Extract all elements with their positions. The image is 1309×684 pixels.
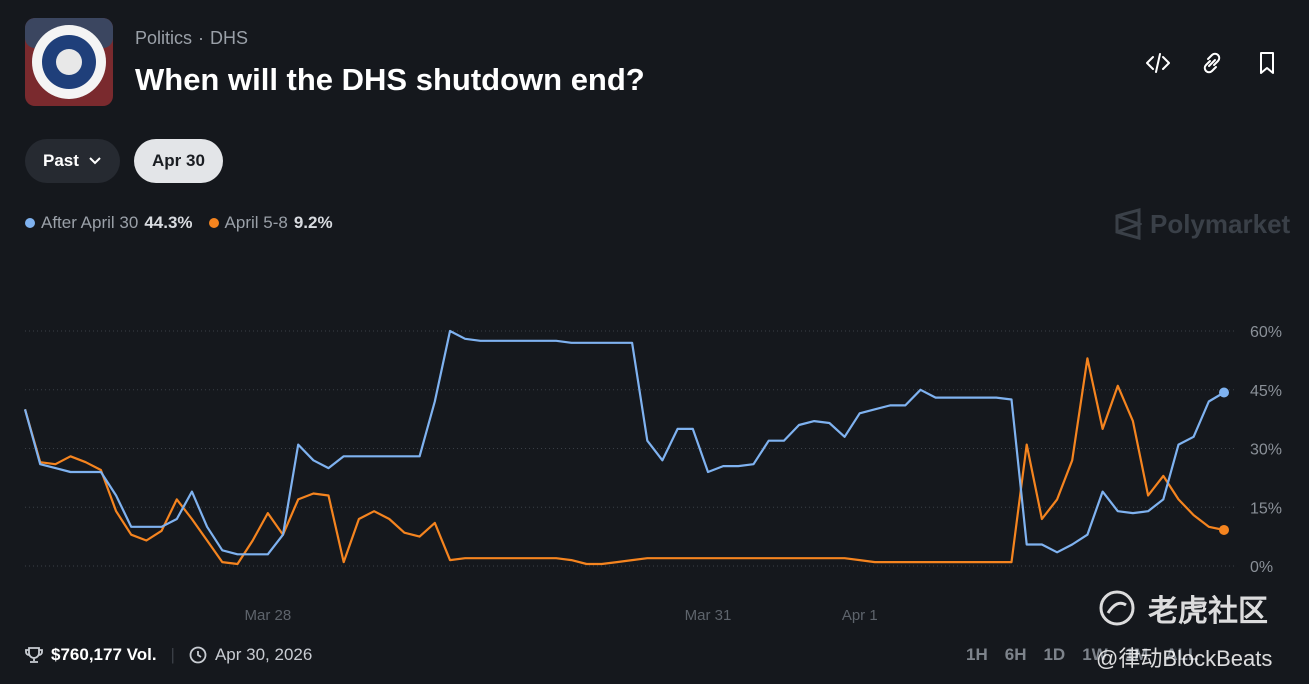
legend-name: After April 30 bbox=[41, 213, 139, 232]
range-button[interactable]: 1M bbox=[1124, 645, 1149, 664]
toolbar bbox=[1146, 52, 1274, 74]
volume: $760,177 Vol. bbox=[51, 645, 157, 664]
market-icon bbox=[25, 18, 113, 106]
range-button[interactable]: 1D bbox=[1043, 645, 1066, 664]
legend-item: After April 30 44.3% bbox=[25, 213, 193, 233]
bookmark-button[interactable] bbox=[1260, 52, 1274, 74]
tag-link[interactable]: DHS bbox=[210, 28, 249, 48]
end-point bbox=[1219, 387, 1229, 398]
legend-swatch bbox=[25, 218, 35, 228]
range-button[interactable]: 6H bbox=[1004, 645, 1027, 664]
series-line bbox=[23, 329, 1225, 556]
breadcrumb: Politics · DHS bbox=[135, 28, 249, 48]
watermark-2: @律动BlockBeats bbox=[1096, 646, 1273, 671]
copy-link-button[interactable] bbox=[1203, 52, 1221, 74]
category-link[interactable]: Politics bbox=[135, 28, 193, 48]
series-line bbox=[23, 357, 1225, 566]
legend-name: April 5-8 bbox=[224, 213, 288, 232]
end-point bbox=[1219, 524, 1229, 535]
legend-item: April 5-8 9.2% bbox=[208, 213, 333, 233]
period-label: Past bbox=[43, 151, 79, 170]
embed-button[interactable] bbox=[1146, 53, 1170, 73]
y-tick-label: 0% bbox=[1250, 559, 1273, 576]
y-tick-label: 30% bbox=[1250, 442, 1282, 459]
brand-name: Polymarket bbox=[1150, 208, 1291, 239]
range-button[interactable]: 1H bbox=[966, 645, 988, 664]
range-button[interactable]: 1W bbox=[1082, 645, 1108, 664]
legend-swatch bbox=[208, 218, 219, 228]
y-tick-label: 15% bbox=[1250, 500, 1282, 517]
y-tick-label: 60% bbox=[1250, 324, 1282, 341]
x-tick-label: Mar 31 bbox=[685, 607, 732, 624]
range-buttons: 1H 6H 1D 1W 1M ALL bbox=[966, 645, 1198, 665]
date-button[interactable]: Apr 30 bbox=[134, 139, 223, 183]
market-title: When will the DHS shutdown end? bbox=[135, 62, 645, 97]
y-tick-label: 45% bbox=[1250, 383, 1282, 400]
brand-watermark: Polymarket bbox=[1114, 208, 1290, 240]
footer-stats: $760,177 Vol. | Apr 30, 2026 bbox=[25, 645, 312, 665]
end-date: Apr 30, 2026 bbox=[214, 645, 313, 664]
range-button[interactable]: ALL bbox=[1165, 645, 1199, 664]
x-tick-label: Mar 28 bbox=[244, 607, 291, 624]
period-dropdown[interactable]: Past bbox=[25, 139, 120, 183]
x-tick-label: Apr 1 bbox=[842, 607, 878, 624]
legend: After April 30 44.3% April 5-8 9.2% bbox=[25, 213, 333, 233]
watermark-text: 老虎社区 bbox=[1148, 595, 1268, 628]
legend-value: 44.3% bbox=[144, 213, 193, 232]
watermark: 老虎社区 bbox=[1098, 586, 1268, 630]
legend-value: 9.2% bbox=[293, 213, 333, 232]
